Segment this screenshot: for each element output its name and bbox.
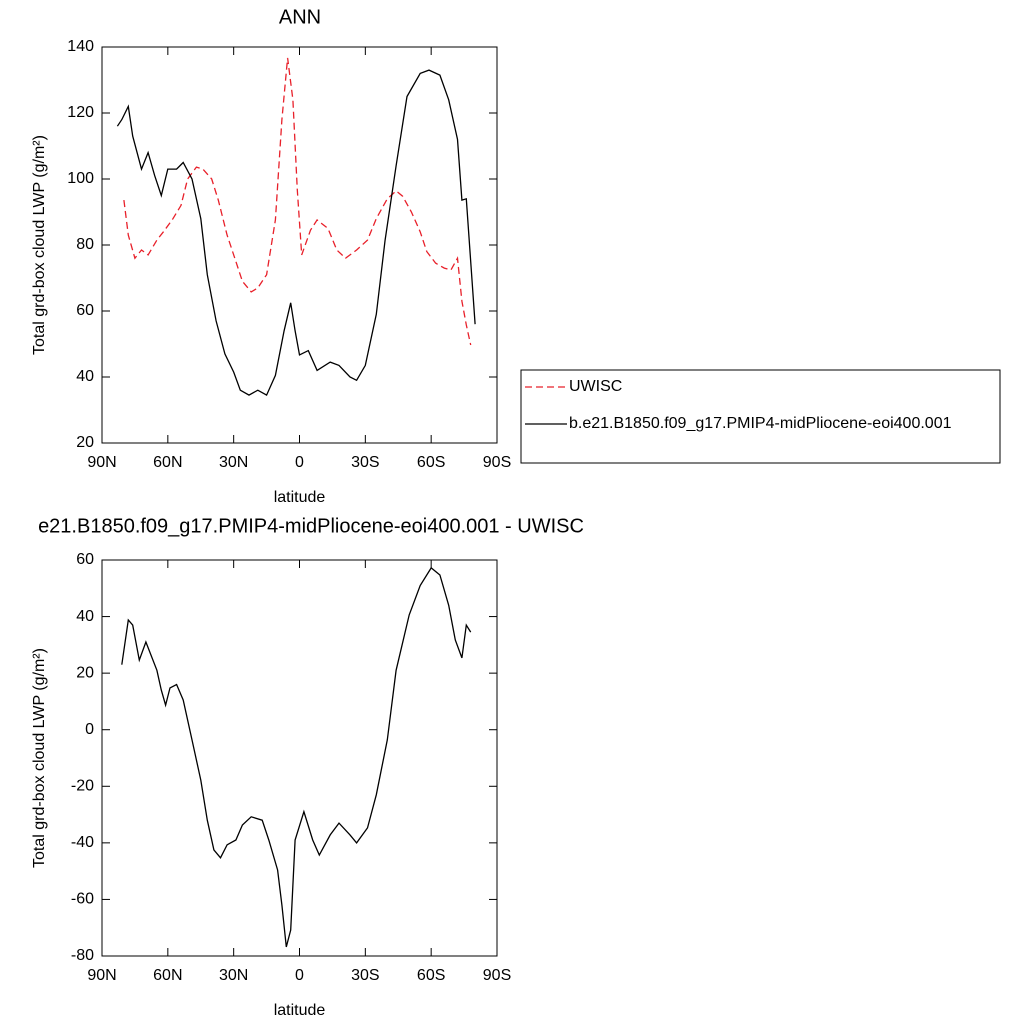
legend-box — [520, 369, 1001, 464]
y-tick-label: 100 — [67, 170, 94, 187]
chart-title: ANN — [279, 6, 321, 28]
y-tick-label: 120 — [67, 104, 94, 121]
y-tick-label: -20 — [71, 778, 94, 795]
x-tick-label: 30N — [219, 967, 248, 984]
legend-label: UWISC — [569, 378, 622, 395]
data-line — [123, 57, 472, 346]
plot-frame — [101, 559, 498, 957]
x-tick-label: 90S — [483, 454, 511, 471]
chart-title: e21.B1850.f09_g17.PMIP4-midPliocene-eoi4… — [38, 515, 584, 537]
y-tick-label: -40 — [71, 834, 94, 851]
y-tick-label: 80 — [76, 236, 94, 253]
y-axis-label: Total grd-box cloud LWP (g/m²) — [31, 648, 48, 868]
x-tick-label: 60S — [417, 967, 445, 984]
x-tick-label: 0 — [295, 967, 304, 984]
y-tick-label: 40 — [76, 608, 94, 625]
x-tick-label: 30S — [351, 967, 379, 984]
x-tick-label: 30N — [219, 454, 248, 471]
x-tick-label: 60N — [153, 454, 182, 471]
y-tick-label: 0 — [85, 721, 94, 738]
x-axis-label: latitude — [274, 1002, 326, 1019]
y-tick-label: 60 — [76, 551, 94, 568]
x-tick-label: 90N — [87, 967, 116, 984]
x-tick-label: 90S — [483, 967, 511, 984]
x-tick-label: 60N — [153, 967, 182, 984]
x-tick-label: 30S — [351, 454, 379, 471]
plot-frame — [101, 46, 498, 444]
x-tick-label: 60S — [417, 454, 445, 471]
y-tick-label: 20 — [76, 664, 94, 681]
y-axis-label: Total grd-box cloud LWP (g/m²) — [31, 135, 48, 355]
y-tick-label: 140 — [67, 38, 94, 55]
data-line — [116, 69, 476, 397]
x-tick-label: 90N — [87, 454, 116, 471]
x-tick-label: 0 — [295, 454, 304, 471]
y-tick-label: 40 — [76, 368, 94, 385]
y-tick-label: 60 — [76, 302, 94, 319]
x-axis-label: latitude — [274, 489, 326, 506]
y-tick-label: -60 — [71, 891, 94, 908]
legend-label: b.e21.B1850.f09_g17.PMIP4-midPliocene-eo… — [569, 415, 952, 432]
y-tick-label: -80 — [71, 947, 94, 964]
data-line — [121, 566, 472, 948]
y-tick-label: 20 — [76, 434, 94, 451]
